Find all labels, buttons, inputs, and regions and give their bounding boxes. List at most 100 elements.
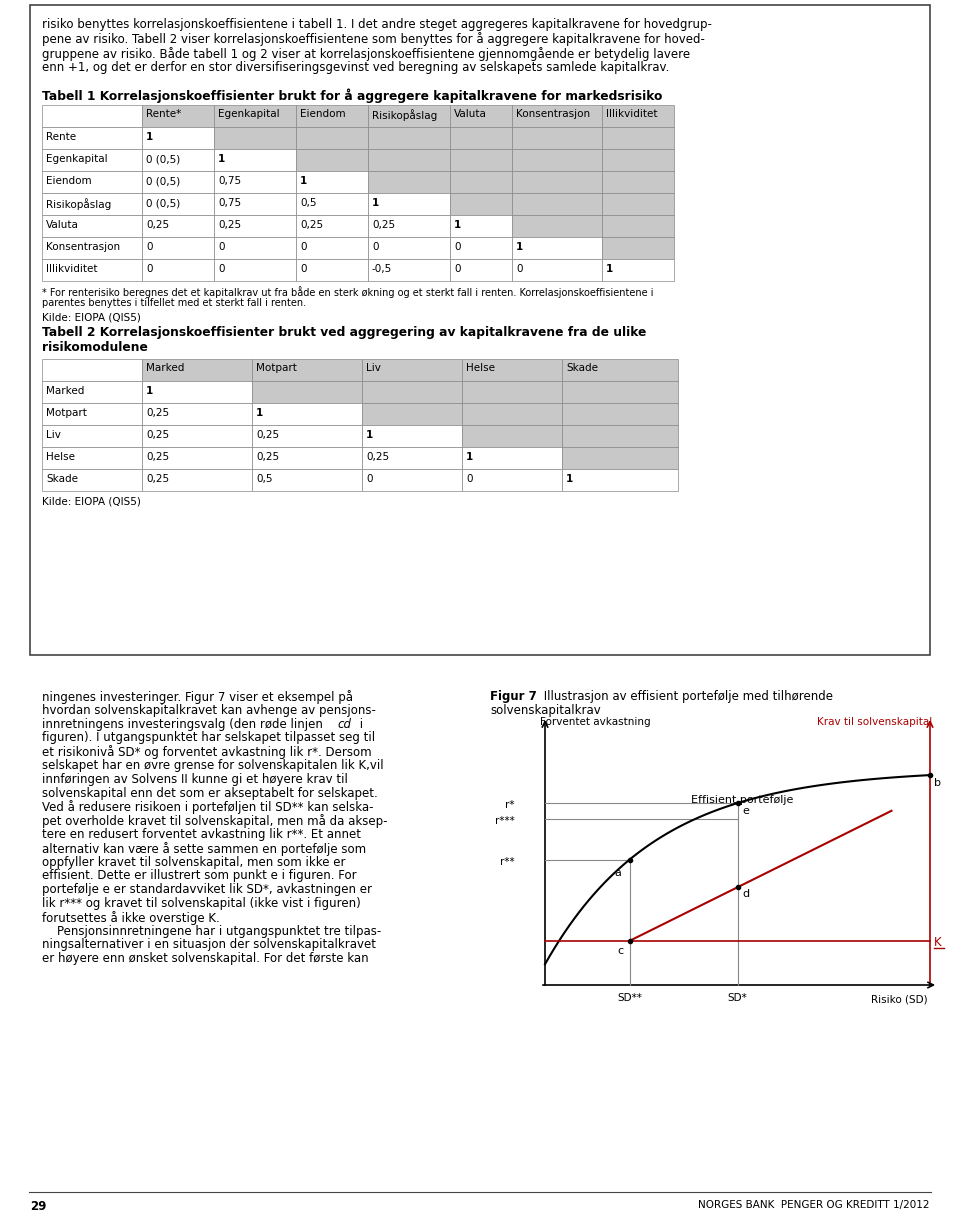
Text: Valuta: Valuta <box>46 220 79 229</box>
Text: Kilde: EIOPA (QIS5): Kilde: EIOPA (QIS5) <box>42 497 141 507</box>
Text: Skade: Skade <box>46 473 78 484</box>
Text: SD*: SD* <box>728 993 748 1003</box>
Bar <box>512 193 602 215</box>
Text: Illikviditet: Illikviditet <box>606 109 658 119</box>
Bar <box>602 237 674 259</box>
Text: 0 (0,5): 0 (0,5) <box>146 176 180 186</box>
Bar <box>562 359 678 381</box>
Bar <box>602 193 674 215</box>
Text: Risikopåslag: Risikopåslag <box>46 198 111 210</box>
Text: forutsettes å ikke overstige K.: forutsettes å ikke overstige K. <box>42 910 220 925</box>
Text: cd: cd <box>337 717 351 731</box>
Text: NORGES BANK  PENGER OG KREDITT 1/2012: NORGES BANK PENGER OG KREDITT 1/2012 <box>699 1199 930 1210</box>
Bar <box>142 193 214 215</box>
Text: r**: r** <box>500 857 515 867</box>
Bar <box>42 171 142 193</box>
Text: risiko benyttes korrelasjonskoeffisientene i tabell 1. I det andre steget aggreg: risiko benyttes korrelasjonskoeffisiente… <box>42 18 712 32</box>
Text: Effisient portefølje: Effisient portefølje <box>691 795 794 805</box>
Bar <box>214 215 296 237</box>
Text: 0,25: 0,25 <box>256 452 279 463</box>
Text: Motpart: Motpart <box>46 408 86 418</box>
Text: Liv: Liv <box>46 430 60 439</box>
Text: Eiendom: Eiendom <box>46 176 91 186</box>
Bar <box>214 237 296 259</box>
Bar <box>512 127 602 149</box>
Text: 1: 1 <box>606 263 613 274</box>
Bar <box>562 447 678 469</box>
Bar <box>450 259 512 280</box>
Bar <box>562 469 678 490</box>
Bar <box>252 469 362 490</box>
Bar <box>296 127 368 149</box>
Bar <box>214 193 296 215</box>
Bar <box>142 359 252 381</box>
Bar <box>562 425 678 447</box>
Bar <box>296 104 368 127</box>
Text: Egenkapital: Egenkapital <box>46 154 108 164</box>
Text: b: b <box>934 778 941 788</box>
Text: 0,25: 0,25 <box>218 220 241 229</box>
Bar <box>450 193 512 215</box>
Bar <box>512 104 602 127</box>
Text: gruppene av risiko. Både tabell 1 og 2 viser at korrelasjonskoeffisientene gjenn: gruppene av risiko. Både tabell 1 og 2 v… <box>42 47 690 61</box>
Text: 1: 1 <box>466 452 473 463</box>
Bar <box>368 259 450 280</box>
Bar <box>42 381 142 403</box>
Bar <box>362 403 462 425</box>
Bar <box>142 469 252 490</box>
Text: 1: 1 <box>146 386 154 396</box>
Text: Risiko (SD): Risiko (SD) <box>872 995 928 1005</box>
Text: er høyere enn ønsket solvenskapital. For det første kan: er høyere enn ønsket solvenskapital. For… <box>42 952 369 965</box>
Text: SD**: SD** <box>617 993 642 1003</box>
Bar <box>602 215 674 237</box>
Text: 0,25: 0,25 <box>366 452 389 463</box>
Bar <box>142 381 252 403</box>
Bar <box>362 425 462 447</box>
Text: 0,25: 0,25 <box>146 408 169 418</box>
Text: c: c <box>617 946 624 955</box>
Bar <box>368 127 450 149</box>
Text: Skade: Skade <box>566 363 598 373</box>
Text: hvordan solvenskapitalkravet kan avhenge av pensjons-: hvordan solvenskapitalkravet kan avhenge… <box>42 704 376 716</box>
Text: 0,25: 0,25 <box>146 220 169 229</box>
Text: parentes benyttes i tilfellet med et sterkt fall i renten.: parentes benyttes i tilfellet med et ste… <box>42 297 306 308</box>
Text: 1: 1 <box>300 176 307 186</box>
Bar <box>602 127 674 149</box>
Text: i: i <box>356 717 363 731</box>
Bar <box>450 171 512 193</box>
Bar <box>512 237 602 259</box>
Bar <box>142 237 214 259</box>
Bar <box>42 237 142 259</box>
Bar <box>42 359 142 381</box>
Bar <box>602 259 674 280</box>
Text: 0: 0 <box>466 473 472 484</box>
Bar <box>296 171 368 193</box>
Bar <box>42 193 142 215</box>
Text: 0,25: 0,25 <box>256 430 279 439</box>
Bar <box>462 403 562 425</box>
Text: 0: 0 <box>372 242 378 253</box>
Text: portefølje e er standardavviket lik SD*, avkastningen er: portefølje e er standardavviket lik SD*,… <box>42 884 372 896</box>
Text: Liv: Liv <box>366 363 381 373</box>
Text: d: d <box>742 890 750 900</box>
Text: -0,5: -0,5 <box>372 263 393 274</box>
Text: ningenes investeringer. Figur 7 viser et eksempel på: ningenes investeringer. Figur 7 viser et… <box>42 690 353 704</box>
Text: r***: r*** <box>495 816 515 826</box>
Text: Helse: Helse <box>46 452 75 463</box>
Text: lik r*** og kravet til solvenskapital (ikke vist i figuren): lik r*** og kravet til solvenskapital (i… <box>42 897 361 910</box>
Text: Motpart: Motpart <box>256 363 297 373</box>
Bar <box>42 127 142 149</box>
Bar <box>362 359 462 381</box>
Text: 0: 0 <box>454 263 461 274</box>
Bar <box>450 127 512 149</box>
Text: 0 (0,5): 0 (0,5) <box>146 198 180 208</box>
Text: Eiendom: Eiendom <box>300 109 346 119</box>
Text: 0: 0 <box>300 242 306 253</box>
Text: r*: r* <box>506 800 515 810</box>
Bar <box>462 469 562 490</box>
Text: 1: 1 <box>372 198 379 208</box>
Text: effisient. Dette er illustrert som punkt e i figuren. For: effisient. Dette er illustrert som punkt… <box>42 869 356 883</box>
Bar <box>142 215 214 237</box>
Text: 0: 0 <box>146 242 153 253</box>
Bar <box>142 425 252 447</box>
